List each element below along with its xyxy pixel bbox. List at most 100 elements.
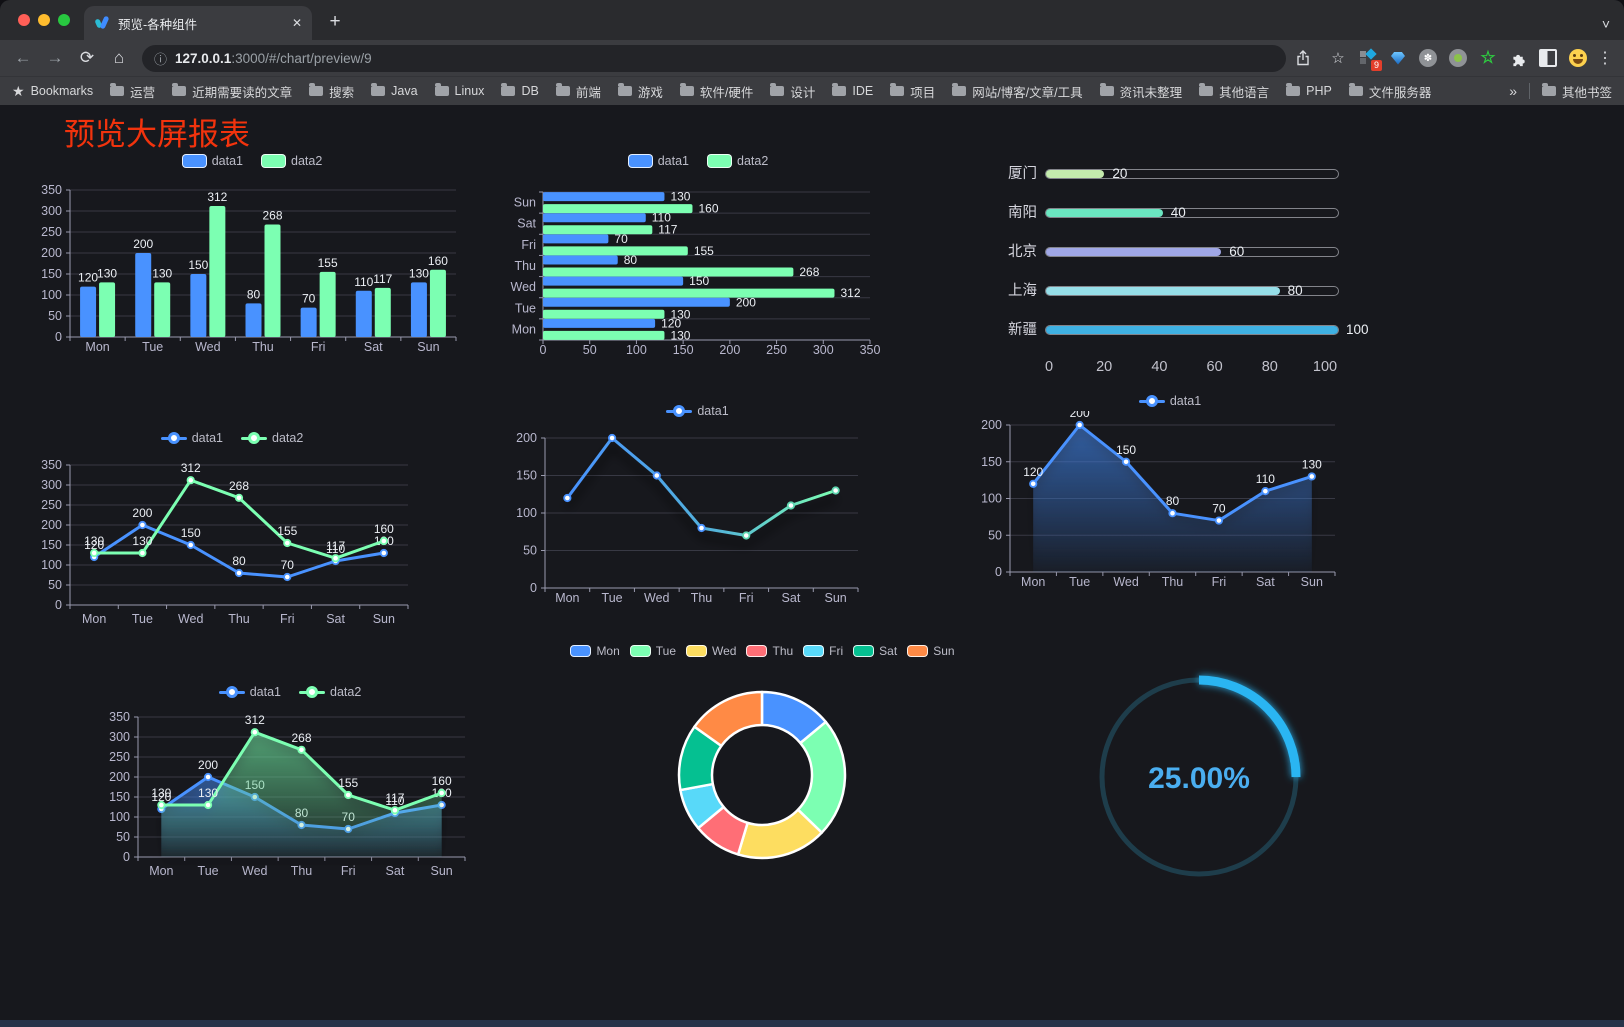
bar[interactable] [154,282,171,337]
tab-search-chevron-icon[interactable]: ˅ [1601,16,1610,32]
data-point[interactable] [138,520,147,530]
legend-item-Wed[interactable]: Wed [686,644,736,658]
bar[interactable] [429,269,446,337]
other-bookmarks-button[interactable]: 其他书签 [1541,82,1612,101]
bar[interactable] [543,297,730,307]
data-point[interactable] [234,568,244,578]
bookmark-item[interactable]: 运营 [110,82,155,101]
close-window-button[interactable] [18,14,30,26]
data-point[interactable] [379,548,388,558]
data-point[interactable] [186,540,195,550]
bar[interactable] [190,274,207,337]
legend-item-Thu[interactable]: Thu [746,644,793,658]
data-point[interactable] [607,433,617,443]
data-point[interactable] [250,728,259,737]
bar[interactable] [355,290,372,337]
bookmark-item[interactable]: 设计 [770,82,815,101]
data-point[interactable] [786,501,796,510]
data-point[interactable] [1261,487,1270,496]
tab-close-icon[interactable]: ✕ [291,16,302,30]
browser-tab[interactable]: 预览-各种组件 ✕ [84,6,312,40]
bar[interactable] [80,286,97,337]
reload-button[interactable]: ⟳ [79,48,95,67]
emoji-extension-icon[interactable] [1566,46,1590,70]
new-tab-button[interactable]: + [329,11,341,32]
line-series[interactable] [565,436,838,537]
bar[interactable] [543,213,646,223]
gauge-chart-canvas[interactable]: 25.00% [1075,661,1325,891]
data-point[interactable] [203,772,213,782]
data-point[interactable] [331,554,340,563]
bar[interactable] [135,253,152,337]
bookmark-item[interactable]: DB [501,83,539,98]
legend-item-Sun[interactable]: Sun [907,644,955,658]
legend-item-Fri[interactable]: Fri [803,644,843,658]
data-point[interactable] [138,548,147,558]
data-point[interactable] [1214,516,1224,525]
bookmark-star-icon[interactable]: ☆ [1331,50,1345,67]
data-point[interactable] [297,745,306,754]
legend-item-data1[interactable]: data1 [218,685,281,699]
data-point[interactable] [283,572,292,582]
bookmark-item[interactable]: PHP [1286,83,1332,98]
two-series-line-chart-canvas[interactable]: 0 50 100 150 200 250 300 350 Mon Tue Wed Thu Fri Sat S… [36,449,428,635]
legend-item-data1[interactable]: data1 [1138,394,1201,408]
bar[interactable] [543,309,665,319]
legend-item-data1[interactable]: data1 [181,154,243,168]
bar[interactable] [543,330,665,340]
legend-item-data1[interactable]: data1 [627,154,689,168]
bookmark-item[interactable]: 游戏 [617,82,663,101]
donut-chart-canvas[interactable] [570,663,955,891]
back-button[interactable]: ← [14,48,32,67]
progress-fill[interactable] [1046,287,1280,295]
side-panel-icon[interactable] [1536,46,1560,70]
bar[interactable] [300,307,317,337]
bookmarks-overflow-button[interactable]: » [1509,83,1517,99]
zoom-window-button[interactable] [58,14,70,26]
address-bar[interactable]: ⓘ 127.0.0.1:3000/#/chart/preview/9 [142,44,1286,72]
bar[interactable] [543,276,684,286]
bar[interactable] [543,234,609,244]
bookmark-item[interactable]: Linux [434,83,484,98]
progress-fill[interactable] [1046,170,1105,178]
data-point[interactable] [697,523,706,533]
grouped-bar-chart-canvas[interactable]: 0 50 100 150 200 250 300 350 Mon Tue Wed Thu Fri Sat S… [36,173,468,365]
bookmark-item[interactable]: IDE [832,83,873,98]
bar[interactable] [543,288,835,298]
data-point[interactable] [1075,420,1084,430]
progress-fill[interactable] [1046,209,1163,217]
extensions-puzzle-icon[interactable] [1506,46,1530,70]
legend-item-Sat[interactable]: Sat [853,644,897,658]
site-info-icon[interactable]: ⓘ [154,51,168,67]
bookmark-item[interactable]: 项目 [890,82,935,101]
bookmark-item[interactable]: 网站/博客/文章/工具 [952,82,1083,101]
bookmark-item[interactable]: 搜索 [309,82,354,101]
data-point[interactable] [652,471,661,480]
data-point[interactable] [203,800,213,810]
data-point[interactable] [831,486,840,495]
gradient-line-chart-canvas[interactable]: 0 50 100 150 200 Mon Tue Wed Thu Fri Sat Sun [505,423,890,611]
legend-item-data1[interactable]: data1 [666,404,729,418]
bar[interactable] [543,246,688,256]
bar[interactable] [99,282,116,337]
bar[interactable] [209,205,226,337]
bar[interactable] [543,255,618,265]
progress-fill[interactable] [1046,248,1222,256]
bookmark-item[interactable]: 资讯未整理 [1099,82,1182,101]
progress-fill[interactable] [1046,326,1338,334]
bookmark-item[interactable]: 软件/硬件 [679,82,753,101]
extension-blocks-icon[interactable]: 9 [1356,46,1382,71]
data-point[interactable] [1307,472,1316,481]
data-point[interactable] [390,806,400,815]
bar[interactable] [374,287,391,337]
data-point[interactable] [234,493,244,502]
extension-gem-icon[interactable] [1386,46,1410,70]
legend-item-Mon[interactable]: Mon [570,644,620,658]
bookmark-item[interactable]: 前端 [555,82,601,101]
area-line-chart-canvas[interactable]: 0 50 100 150 200 Mon Tue Wed Thu Fri Sat Sun 120 200 1… [975,411,1365,597]
extension-record-icon[interactable] [1446,46,1470,70]
bar[interactable] [543,204,693,214]
data-point[interactable] [1029,479,1038,488]
two-series-area-chart-canvas[interactable]: 0 50 100 150 200 250 300 350 Mon Tue Wed Thu Fri Sat S… [100,702,480,886]
